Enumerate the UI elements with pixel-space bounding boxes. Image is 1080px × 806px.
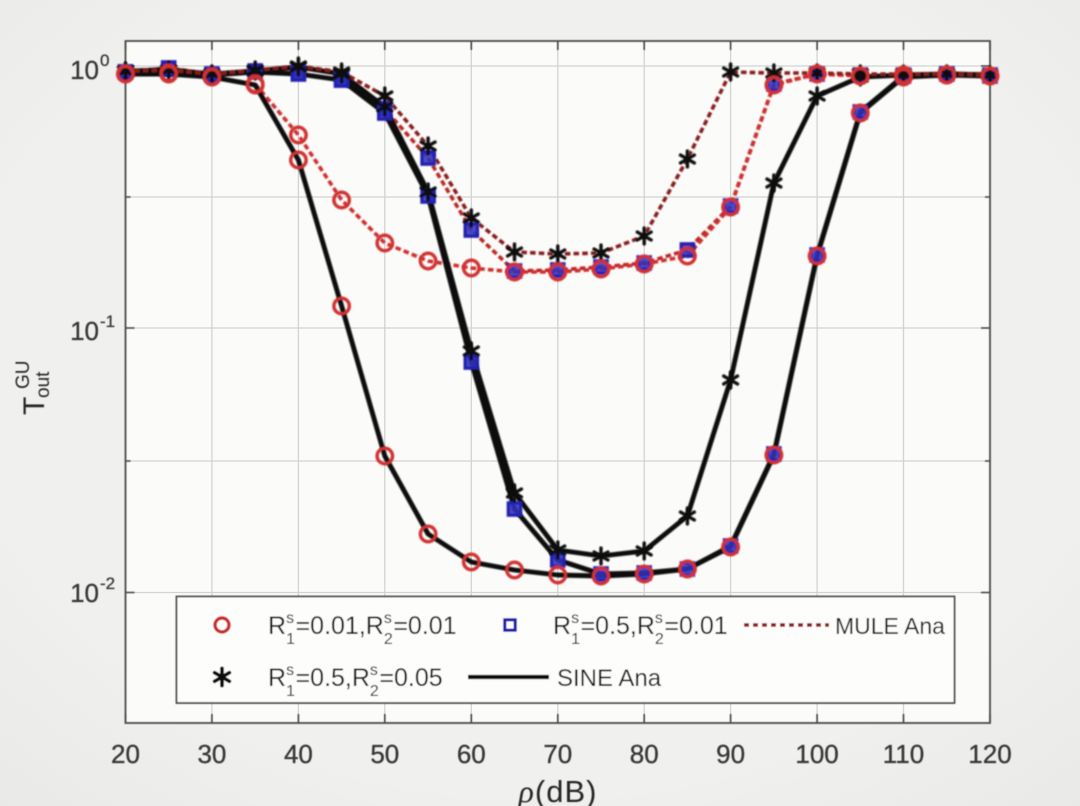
svg-text:ρ(dB): ρ(dB) xyxy=(518,773,598,806)
svg-text:SINE Ana: SINE Ana xyxy=(557,665,662,692)
svg-text:out: out xyxy=(33,371,54,398)
svg-text:110: 110 xyxy=(883,739,924,769)
svg-text:10: 10 xyxy=(70,578,99,608)
svg-text:10: 10 xyxy=(70,55,99,85)
svg-text:T: T xyxy=(18,397,51,415)
svg-text:40: 40 xyxy=(284,739,313,769)
svg-text:-1: -1 xyxy=(100,312,115,331)
svg-text:GU: GU xyxy=(13,361,34,390)
svg-text:70: 70 xyxy=(543,739,572,769)
svg-text:100: 100 xyxy=(795,739,838,769)
svg-text:120: 120 xyxy=(968,739,1011,769)
svg-text:20: 20 xyxy=(111,739,140,769)
svg-text:MULE Ana: MULE Ana xyxy=(835,613,945,639)
svg-text:50: 50 xyxy=(370,739,399,769)
svg-text:30: 30 xyxy=(197,739,226,769)
svg-text:80: 80 xyxy=(630,739,659,769)
svg-text:-2: -2 xyxy=(100,574,115,593)
svg-text:60: 60 xyxy=(457,739,486,769)
svg-text:10: 10 xyxy=(70,316,99,346)
svg-text:0: 0 xyxy=(100,51,109,70)
svg-text:90: 90 xyxy=(716,739,745,769)
